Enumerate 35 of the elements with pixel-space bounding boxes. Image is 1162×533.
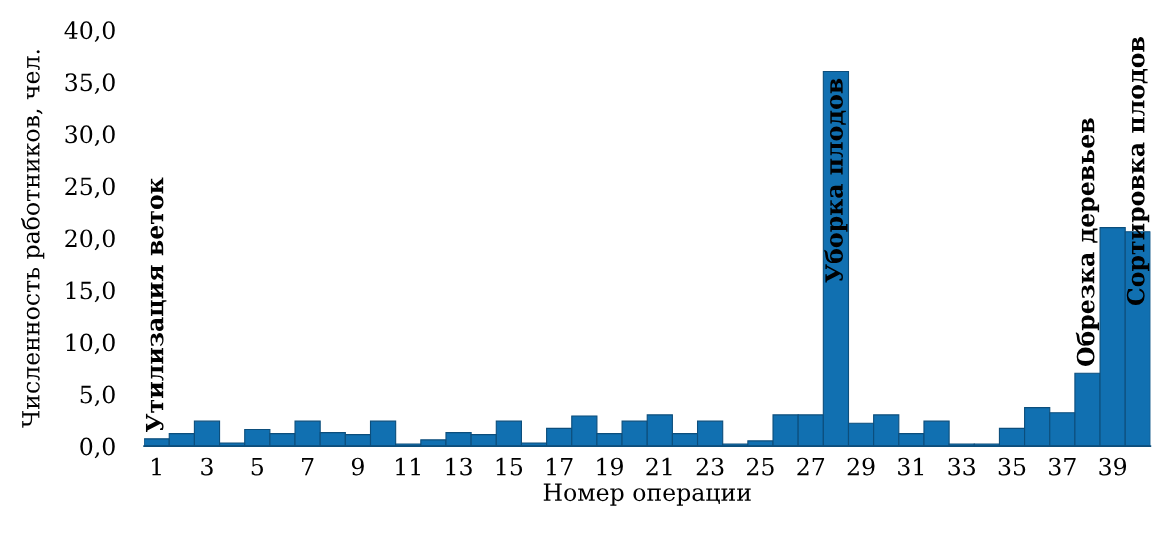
x-tick-label: 23 [696,457,724,476]
x-tick-label: 3 [201,457,213,476]
annotation: Обрезка деревьев [1075,118,1100,367]
x-tick-label: 33 [948,457,975,476]
x-tick-label: 1 [152,457,161,476]
x-tick-label: 17 [547,457,573,476]
x-tick-label: 19 [597,457,623,476]
annotation: Сортировка плодов [1126,37,1150,306]
y-axis-title: Численность работников, чел. [21,50,45,428]
x-tick-label: 37 [1049,457,1076,476]
x-tick-label: 25 [747,457,774,476]
x-tick-label: 35 [998,457,1026,476]
y-tick-label: 15,0 [66,281,115,303]
x-tick-label: 29 [847,457,875,476]
y-tick-label: 20,0 [65,229,115,251]
annotation: Уборка плодов [824,78,848,283]
x-tick-label: 21 [646,457,672,476]
x-tick-label: 9 [351,457,364,476]
x-tick-label: 31 [898,457,924,476]
y-tick-label: 35,0 [65,73,115,95]
x-tick-label: 39 [1099,457,1127,476]
y-tick-label: 5,0 [80,385,115,407]
x-tick-label: 7 [302,457,314,476]
y-tick-label: 40,0 [64,21,115,43]
x-tick-label: 5 [251,457,263,476]
annotation: Утилизация веток [145,177,167,433]
x-tick-label: 15 [496,457,523,476]
y-tick-label: 30,0 [65,125,115,147]
x-axis-title: Номер операции [543,483,751,506]
x-tick-label: 27 [797,457,825,476]
y-tick-label: 0,0 [80,437,115,459]
x-tick-label: 13 [446,457,472,476]
x-tick-label: 11 [396,457,420,476]
y-tick-label: 25,0 [65,177,115,199]
y-tick-label: 10,0 [66,333,115,355]
